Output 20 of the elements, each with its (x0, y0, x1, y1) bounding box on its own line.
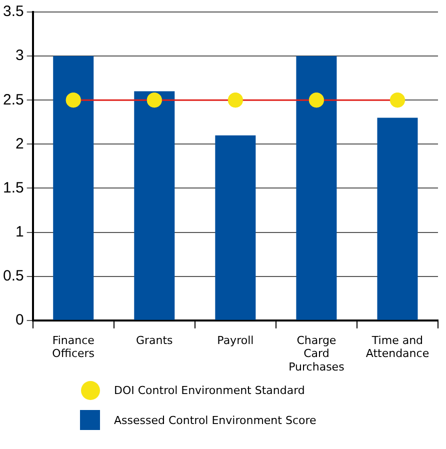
legend-label: Assessed Control Environment Score (114, 414, 316, 426)
y-tick-label: 3.5 (2, 3, 24, 20)
bar (53, 56, 94, 320)
x-tick-label: Finance Officers (52, 334, 95, 360)
y-tick-label: 1 (16, 223, 24, 240)
y-tick-label: 0.5 (2, 267, 24, 284)
y-tick-label: 3 (16, 47, 24, 64)
x-tick-label: Payroll (217, 334, 254, 347)
bar (134, 91, 175, 320)
bar (377, 118, 418, 320)
legend-label: DOI Control Environment Standard (114, 384, 305, 396)
x-tick-label: Grants (136, 334, 174, 347)
y-tick-label: 1.5 (2, 179, 24, 196)
x-tick-label: Charge Card Purchases (288, 334, 345, 374)
x-tick-label: Time and Attendance (366, 334, 430, 360)
bar (296, 56, 337, 320)
y-tick-label: 2.5 (2, 91, 24, 108)
bar (215, 135, 256, 320)
y-tick-label: 2 (16, 135, 24, 152)
y-tick-label: 0 (16, 312, 24, 329)
